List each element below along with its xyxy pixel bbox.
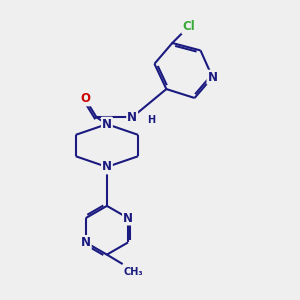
Text: N: N <box>207 71 218 84</box>
Text: H: H <box>147 115 155 125</box>
Text: N: N <box>127 111 137 124</box>
Text: N: N <box>123 212 133 225</box>
Text: N: N <box>81 236 91 249</box>
Text: CH₃: CH₃ <box>123 267 143 277</box>
Text: N: N <box>102 160 112 173</box>
Text: N: N <box>102 118 112 130</box>
Text: O: O <box>80 92 90 105</box>
Text: Cl: Cl <box>182 20 195 33</box>
